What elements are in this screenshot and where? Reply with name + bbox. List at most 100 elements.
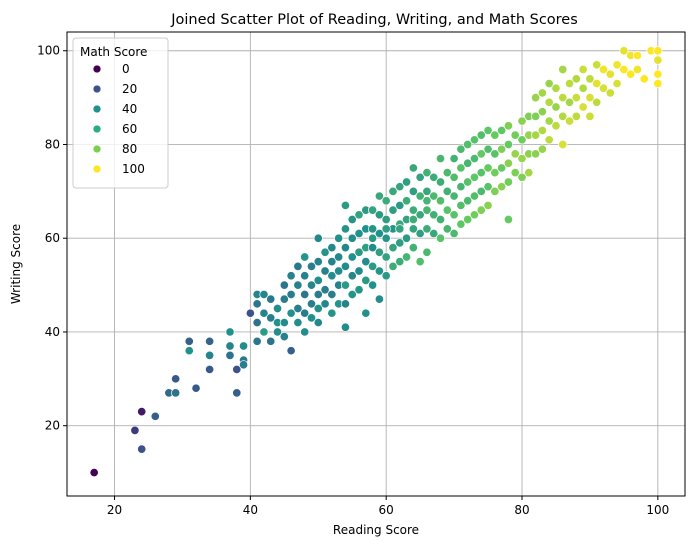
- data-point: [592, 97, 602, 107]
- data-point: [402, 196, 412, 206]
- data-point: [320, 247, 330, 257]
- data-point: [585, 74, 595, 84]
- data-point: [435, 196, 446, 206]
- data-point: [626, 69, 636, 79]
- data-point: [605, 88, 615, 98]
- data-point: [632, 64, 643, 75]
- data-point: [551, 83, 561, 93]
- data-point: [354, 285, 364, 295]
- data-point: [368, 205, 378, 215]
- data-points: [89, 46, 663, 478]
- x-tick-label: 40: [243, 503, 258, 517]
- data-point: [340, 243, 350, 253]
- axis-ticks: 20 40 60 80 100 20 40 60 80 100: [37, 44, 669, 517]
- data-point: [422, 186, 432, 196]
- legend-title: Math Score: [80, 45, 147, 59]
- data-point: [415, 172, 425, 182]
- data-point: [422, 247, 432, 257]
- data-point: [239, 360, 249, 370]
- data-point: [327, 289, 337, 300]
- y-tick-label: 20: [45, 419, 60, 433]
- data-point: [490, 130, 500, 140]
- data-point: [639, 74, 649, 84]
- data-point: [395, 224, 405, 234]
- data-point: [551, 102, 561, 112]
- data-point: [483, 200, 493, 210]
- data-point: [537, 125, 547, 135]
- data-point: [408, 224, 418, 234]
- y-tick-label: 60: [45, 231, 60, 245]
- data-point: [429, 210, 439, 220]
- data-point: [232, 388, 242, 398]
- data-point: [517, 153, 527, 164]
- data-point: [524, 168, 534, 178]
- data-point: [598, 64, 609, 75]
- data-point: [558, 64, 568, 75]
- data-point: [422, 196, 432, 206]
- data-point: [252, 299, 262, 309]
- y-tick-label: 80: [45, 137, 60, 151]
- data-point: [463, 214, 473, 225]
- data-point: [571, 111, 581, 121]
- data-point: [585, 111, 595, 121]
- data-point: [340, 200, 350, 210]
- data-point: [191, 383, 201, 393]
- data-point: [408, 214, 418, 225]
- legend-label: 0: [122, 62, 130, 76]
- data-point: [361, 275, 371, 285]
- data-point: [266, 336, 276, 346]
- data-point: [225, 327, 235, 337]
- data-point: [442, 205, 452, 215]
- data-point: [653, 46, 663, 56]
- data-point: [463, 177, 473, 187]
- data-point: [184, 346, 194, 356]
- data-point: [653, 55, 663, 65]
- x-tick-label: 20: [107, 503, 122, 517]
- data-point: [469, 172, 480, 182]
- data-point: [408, 163, 418, 173]
- data-point: [293, 303, 303, 314]
- data-point: [368, 233, 378, 243]
- legend-marker: [92, 164, 102, 174]
- data-point: [483, 182, 493, 192]
- data-point: [354, 266, 364, 276]
- data-point: [313, 233, 323, 243]
- data-point: [272, 327, 283, 337]
- data-point: [368, 224, 378, 234]
- data-point: [537, 144, 547, 154]
- data-point: [368, 261, 378, 271]
- data-point: [449, 172, 459, 182]
- data-point: [551, 121, 561, 131]
- data-point: [327, 271, 337, 281]
- data-point: [347, 233, 357, 243]
- data-point: [347, 271, 357, 281]
- data-point: [327, 308, 337, 318]
- data-point: [531, 149, 541, 159]
- data-point: [137, 444, 147, 454]
- data-point: [449, 153, 459, 164]
- data-point: [313, 275, 323, 285]
- data-point: [225, 341, 235, 351]
- data-point: [605, 69, 615, 79]
- data-point: [463, 139, 473, 150]
- data-point: [503, 214, 513, 225]
- data-point: [449, 191, 459, 201]
- data-point: [537, 88, 547, 98]
- data-point: [476, 130, 486, 140]
- data-point: [408, 186, 418, 196]
- data-point: [300, 271, 310, 281]
- legend-marker: [92, 64, 102, 74]
- data-point: [137, 407, 147, 417]
- data-point: [150, 411, 160, 421]
- data-point: [334, 233, 344, 243]
- data-point: [306, 280, 317, 290]
- data-point: [571, 74, 581, 84]
- data-point: [442, 186, 452, 196]
- x-axis-label: Reading Score: [333, 523, 419, 537]
- data-point: [286, 289, 296, 300]
- data-point: [476, 186, 486, 196]
- data-point: [259, 289, 269, 300]
- data-point: [252, 336, 262, 346]
- data-point: [327, 257, 337, 267]
